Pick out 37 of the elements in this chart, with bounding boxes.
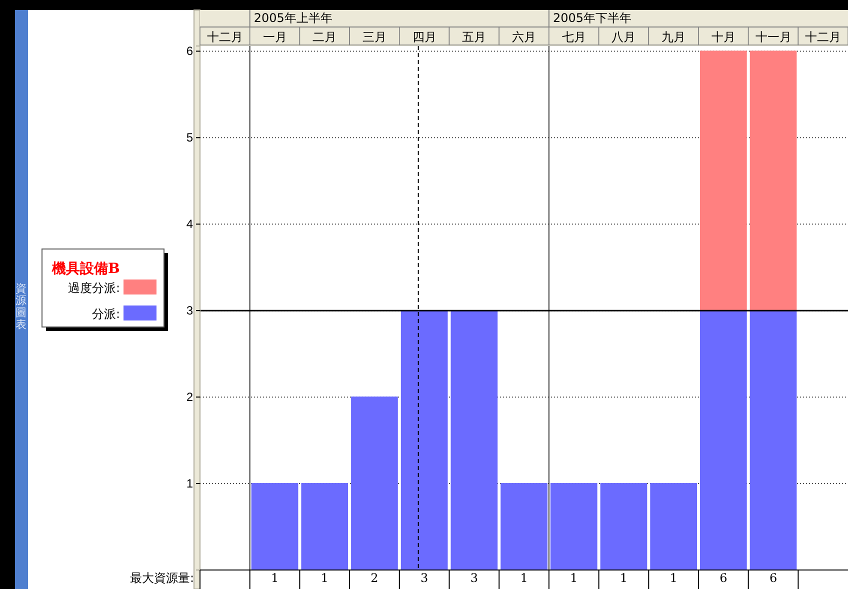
- total-label: 1: [670, 571, 678, 585]
- total-label: 2: [370, 571, 378, 585]
- total-label: 1: [320, 571, 328, 585]
- y-tick-label: 5: [186, 130, 194, 144]
- x-tick-label: 十二月: [805, 30, 842, 44]
- x-tick-label: 六月: [512, 30, 536, 44]
- text: 2005年下半年: [552, 11, 632, 25]
- y-tick-label: 1: [186, 476, 194, 490]
- x-tick-label: 十一月: [755, 30, 792, 44]
- x-tick-label: 二月: [312, 30, 337, 44]
- total-label: 1: [620, 571, 628, 585]
- legend-label: 過度分派:: [68, 281, 120, 295]
- y-tick-label: 4: [186, 216, 194, 231]
- total-label: 3: [420, 571, 428, 585]
- x-tick-label: 八月: [612, 30, 636, 44]
- x-tick-label: 三月: [362, 30, 386, 44]
- text: 資源圖表: [16, 282, 26, 331]
- x-tick-label: 九月: [662, 30, 686, 44]
- x-tick-label: 一月: [262, 30, 287, 44]
- total-label: 6: [720, 571, 728, 585]
- total-label: 1: [570, 571, 578, 585]
- total-label: 1: [270, 571, 279, 585]
- legend-label: 分派:: [92, 307, 120, 321]
- x-tick-label: 七月: [562, 30, 586, 44]
- x-tick-label: 十二月: [206, 30, 243, 44]
- total-label: 6: [769, 571, 778, 585]
- x-tick-label: 十月: [711, 30, 736, 44]
- y-tick-label: 3: [186, 303, 194, 318]
- total-label: 3: [470, 571, 478, 585]
- legend-title: 機具設備B: [51, 261, 120, 277]
- x-tick-label: 五月: [462, 30, 486, 44]
- total-label: 1: [520, 571, 528, 585]
- y-tick-label: 2: [186, 390, 194, 404]
- text: 2005年上半年: [254, 11, 332, 25]
- y-tick-label: 6: [186, 44, 194, 58]
- text: 最大資源量:: [130, 571, 194, 585]
- x-tick-label: 四月: [412, 30, 436, 44]
